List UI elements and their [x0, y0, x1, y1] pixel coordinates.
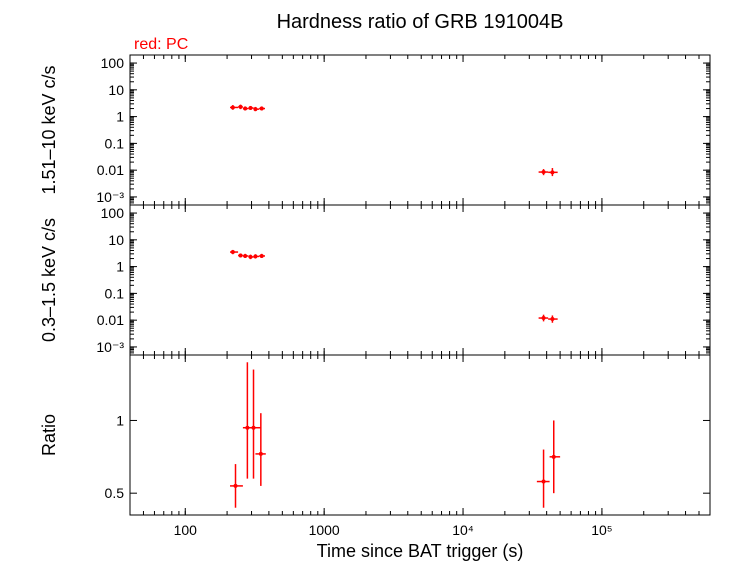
svg-text:0.1: 0.1 [105, 285, 125, 301]
svg-text:1: 1 [116, 412, 124, 428]
svg-text:1000: 1000 [309, 522, 340, 538]
svg-text:100: 100 [101, 55, 125, 71]
svg-text:100: 100 [101, 205, 125, 221]
ylabel: Ratio [39, 414, 59, 456]
svg-text:0.01: 0.01 [97, 312, 124, 328]
svg-text:1: 1 [116, 109, 124, 125]
ylabel: 0.3–1.5 keV c/s [39, 218, 59, 342]
svg-text:0.5: 0.5 [105, 485, 125, 501]
xlabel: Time since BAT trigger (s) [317, 541, 524, 561]
svg-text:0.01: 0.01 [97, 162, 124, 178]
hardness-ratio-chart: Hardness ratio of GRB 191004B red: PC 10⁻³… [0, 0, 742, 566]
ylabel: 1.51–10 keV c/s [39, 65, 59, 194]
svg-text:1: 1 [116, 259, 124, 275]
legend-pc: red: PC [134, 36, 188, 53]
svg-text:10⁻³: 10⁻³ [96, 339, 124, 355]
svg-text:0.1: 0.1 [105, 135, 125, 151]
svg-text:10: 10 [108, 82, 124, 98]
svg-text:10: 10 [108, 232, 124, 248]
svg-text:10⁵: 10⁵ [591, 522, 612, 538]
svg-text:10⁴: 10⁴ [452, 522, 474, 538]
svg-text:100: 100 [174, 522, 198, 538]
svg-text:10⁻³: 10⁻³ [96, 189, 124, 205]
chart-title: Hardness ratio of GRB 191004B [277, 11, 564, 33]
